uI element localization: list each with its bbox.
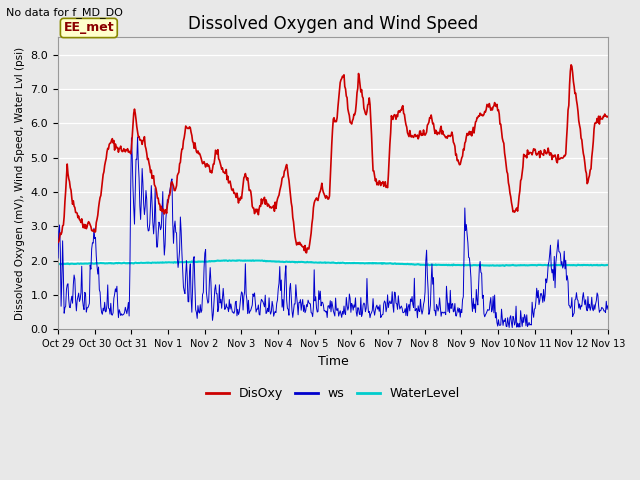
WaterLevel xyxy=(401,261,408,267)
DisOxy xyxy=(567,62,575,68)
DisOxy xyxy=(177,159,184,165)
WaterLevel xyxy=(249,257,257,263)
WaterLevel xyxy=(205,258,213,264)
WaterLevel xyxy=(54,261,62,267)
DisOxy xyxy=(205,165,213,170)
Text: EE_met: EE_met xyxy=(63,22,114,35)
ws xyxy=(401,309,408,314)
ws xyxy=(64,281,72,287)
Line: DisOxy: DisOxy xyxy=(58,65,608,253)
ws xyxy=(508,324,516,330)
ws xyxy=(417,296,424,302)
DisOxy xyxy=(64,171,72,177)
ws xyxy=(121,310,129,315)
DisOxy xyxy=(401,111,408,117)
WaterLevel xyxy=(500,263,508,269)
Title: Dissolved Oxygen and Wind Speed: Dissolved Oxygen and Wind Speed xyxy=(188,15,478,33)
ws xyxy=(134,134,141,140)
DisOxy xyxy=(417,128,424,134)
DisOxy xyxy=(54,240,62,245)
DisOxy xyxy=(303,250,310,256)
ws xyxy=(177,228,185,234)
ws xyxy=(604,303,612,309)
X-axis label: Time: Time xyxy=(317,355,348,368)
WaterLevel xyxy=(604,262,612,268)
Legend: DisOxy, ws, WaterLevel: DisOxy, ws, WaterLevel xyxy=(201,382,465,405)
Line: WaterLevel: WaterLevel xyxy=(58,260,608,266)
Line: ws: ws xyxy=(58,137,608,327)
WaterLevel xyxy=(177,259,184,265)
DisOxy xyxy=(604,114,612,120)
Y-axis label: Dissolved Oxygen (mV), Wind Speed, Water Lvl (psi): Dissolved Oxygen (mV), Wind Speed, Water… xyxy=(15,47,25,320)
Text: No data for f_MD_DO: No data for f_MD_DO xyxy=(6,7,124,18)
ws xyxy=(54,255,62,261)
WaterLevel xyxy=(64,261,72,266)
WaterLevel xyxy=(417,262,424,268)
WaterLevel xyxy=(121,260,129,266)
DisOxy xyxy=(121,147,129,153)
ws xyxy=(206,265,214,271)
